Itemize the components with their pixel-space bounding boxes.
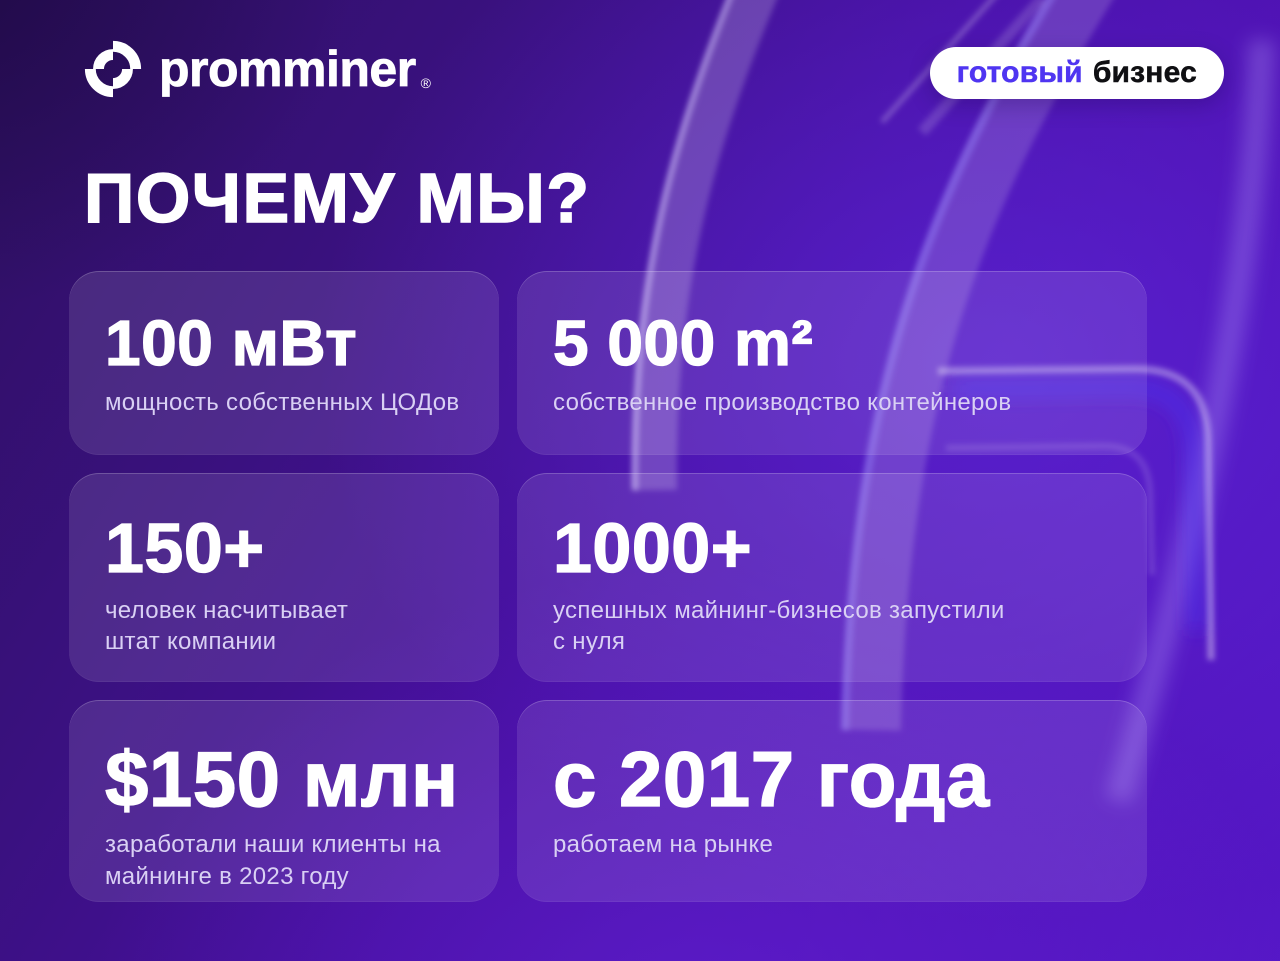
page-title: ПОЧЕМУ МЫ? [83, 158, 591, 238]
stat-value: 1000+ [552, 509, 753, 587]
stat-value: 150+ [104, 509, 265, 587]
brand-logo: promminer ® [84, 40, 431, 98]
ready-business-badge: готовый бизнес [929, 47, 1224, 99]
stat-label: собственное производство контейнеров [553, 388, 1012, 416]
stat-card-staff: 150+ человек насчитывает штат компании [69, 473, 499, 682]
brand-wordmark: promminer [159, 41, 417, 98]
stat-card-datacenter-power: 100 мВт мощность собственных ЦОДов [69, 271, 499, 455]
stat-card-since-year: с 2017 года работаем на рынке [517, 700, 1147, 902]
stat-label: заработали наши клиенты на майнинге в 20… [105, 831, 441, 890]
stats-grid: 100 мВт мощность собственных ЦОДов 5 000… [69, 271, 1147, 902]
stat-value: 100 мВт [104, 307, 358, 379]
stat-label: мощность собственных ЦОДов [105, 388, 460, 416]
stat-value: с 2017 года [552, 735, 990, 823]
badge-highlight-text: готовый [956, 56, 1083, 90]
stat-card-production-area: 5 000 m² собственное производство контей… [517, 271, 1147, 455]
stat-value: 5 000 m² [552, 307, 814, 379]
badge-rest-text: бизнес [1092, 56, 1197, 90]
stat-card-client-earnings: $150 млн заработали наши клиенты на майн… [69, 700, 499, 902]
stat-label: успешных майнинг-бизнесов запустили с ну… [553, 596, 1005, 656]
stat-label: человек насчитывает штат компании [105, 596, 349, 656]
registered-trademark-symbol: ® [420, 75, 431, 91]
stat-value: $150 млн [104, 735, 459, 823]
promminer-logo-icon [84, 40, 142, 98]
stat-label: работаем на рынке [553, 831, 774, 859]
stat-card-launched-businesses: 1000+ успешных майнинг-бизнесов запустил… [517, 473, 1147, 682]
